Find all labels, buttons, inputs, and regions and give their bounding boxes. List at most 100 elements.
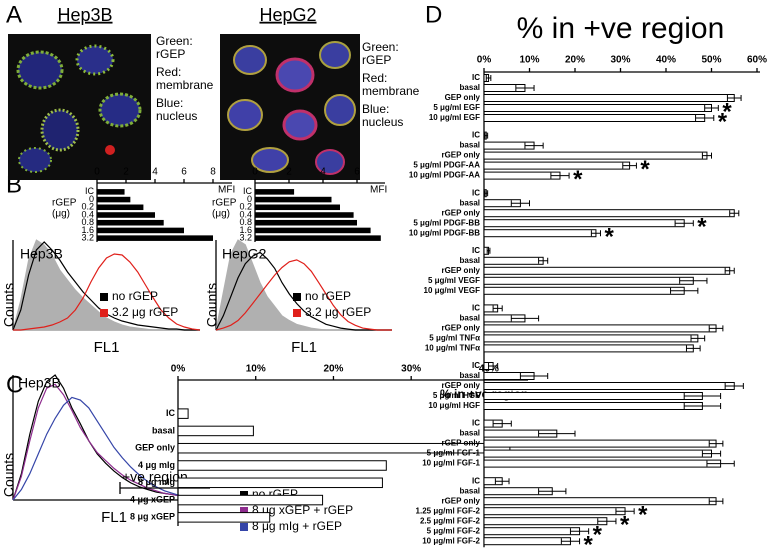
y-tick-label: IC (472, 73, 480, 82)
x-tick-label: 50% (701, 55, 721, 66)
legend-label: 8 μg xGEP + rGEP (252, 503, 353, 517)
y-axis-label: Counts (1, 453, 17, 497)
x-axis-label: FL1 (101, 509, 127, 526)
legend-swatch (100, 309, 108, 317)
legend-label: 8 μg mIg + rGEP (252, 519, 342, 533)
y-tick-label: 3.2 (239, 233, 252, 243)
x-tick-label: 2 (123, 167, 129, 178)
bar (255, 227, 371, 234)
y-tick-label: basal (152, 425, 175, 435)
y-tick-label: 0.8 (81, 217, 94, 227)
bar (483, 392, 703, 400)
error-bar (510, 315, 540, 322)
bar (483, 266, 731, 275)
y-tick-label: 10 μg/ml FGF-1 (422, 459, 480, 468)
error-bar (729, 210, 740, 217)
bar (177, 408, 189, 419)
bar (483, 161, 631, 170)
y-tick-label: GEP only (445, 93, 481, 102)
y-tick-label: IC (472, 476, 480, 485)
micrograph (220, 34, 360, 180)
curve (13, 253, 201, 331)
y-tick-label: 0 (89, 194, 94, 204)
y-tick-label: 2.5 μg/ml FGF-2 (420, 516, 481, 525)
x-tick-label: 0 (94, 167, 100, 178)
bar (255, 189, 295, 195)
curve (215, 259, 392, 331)
error-bar (492, 420, 512, 427)
stain-label: Red: (362, 71, 387, 85)
y-tick-label: 10 μg/ml PDGF-BB (409, 228, 480, 237)
bar (255, 235, 381, 241)
x-tick-label: 40% (656, 55, 676, 66)
significance-mark: * (718, 108, 728, 135)
cell-line-title: HepG2 (259, 5, 316, 25)
error-bar (524, 142, 544, 149)
significance-mark: * (697, 214, 707, 241)
bar (97, 227, 184, 234)
stain-label: Green: (362, 40, 399, 54)
bar (483, 94, 735, 102)
x-axis-label: FL1 (291, 339, 317, 356)
y-tick-label: 5 μg/ml FGF-2 (427, 526, 481, 535)
y-tick-label: IC (472, 419, 480, 428)
area (12, 239, 200, 331)
legend-swatch (293, 293, 301, 301)
x-tick-label: 2 (286, 167, 292, 178)
x-tick-label: 0 (252, 167, 258, 178)
legend-swatch (100, 293, 108, 301)
error-bar (670, 287, 699, 294)
error-bar (519, 373, 549, 379)
stain-label: Green: (156, 34, 193, 48)
error-bar (488, 363, 499, 369)
error-bar (485, 75, 492, 81)
y-tick-label: rGEP only (441, 324, 480, 333)
error-bar (726, 95, 742, 101)
significance-mark: * (640, 156, 650, 183)
x-axis-label: MFI (218, 185, 235, 196)
bar (483, 286, 685, 295)
error-bar (538, 488, 567, 495)
y-tick-label: 1.6 (239, 225, 252, 235)
bar (483, 507, 626, 516)
error-bar (708, 440, 724, 447)
bar (483, 104, 712, 112)
y-tick-label: 10 μg/ml EGF (429, 113, 480, 122)
curve-label: Hep3B (20, 246, 63, 262)
y-tick-label: 0.4 (239, 209, 252, 219)
y-tick-label: rGEP only (441, 151, 480, 160)
legend-swatch (293, 309, 301, 317)
error-bar (538, 430, 576, 437)
y-axis-label: Counts (204, 283, 220, 327)
y-tick-label: basal (460, 198, 480, 207)
y-tick-label: basal (460, 314, 480, 323)
error-bar (510, 200, 530, 207)
y-tick-label: basal (460, 486, 480, 495)
stain-label: Blue: (156, 96, 183, 110)
error-bar (515, 85, 535, 91)
y-tick-label: IC (472, 246, 480, 255)
panel-label: D (425, 1, 442, 28)
bar (177, 442, 511, 454)
y-tick-label: rGEP only (441, 439, 480, 448)
bar (483, 344, 694, 353)
y-tick-label: basal (460, 83, 480, 92)
bar (483, 114, 706, 122)
y-tick-label: 8 μg xGEP (130, 512, 175, 522)
curve-label: Hep3B (18, 375, 61, 391)
bar (483, 171, 561, 180)
y-tick-label: IC (472, 131, 480, 140)
bar (97, 189, 125, 195)
y-tick-label: 0.2 (239, 202, 252, 212)
bar (483, 527, 581, 536)
x-axis-label: MFI (370, 185, 387, 196)
stain-label: rGEP (362, 53, 391, 67)
error-bar (615, 508, 635, 515)
stain-label: Red: (156, 65, 181, 79)
curve-label: HepG2 (222, 246, 267, 262)
y-tick-label: 5 μg/ml EGF (433, 103, 480, 112)
bar (177, 494, 324, 506)
error-bar (569, 528, 590, 535)
bar (97, 196, 131, 203)
